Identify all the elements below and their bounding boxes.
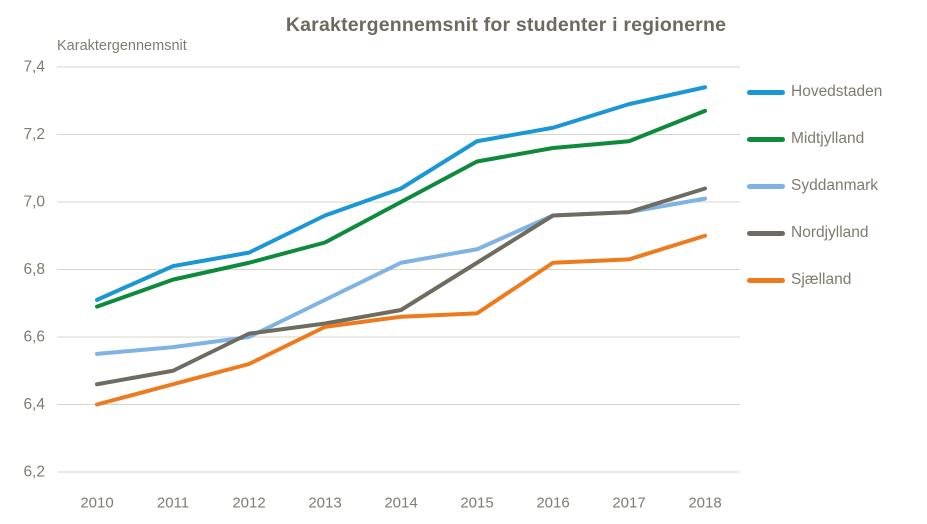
legend-swatch: [747, 277, 785, 283]
legend-swatch: [747, 89, 785, 95]
legend-swatch: [747, 136, 785, 142]
x-tick-label: 2012: [232, 495, 265, 512]
legend-label: Syddanmark: [791, 177, 879, 194]
y-tick-label: 7,0: [23, 194, 45, 211]
legend-item-syddanmark: Syddanmark: [747, 176, 878, 196]
legend-swatch: [747, 230, 785, 236]
x-tick-label: 2018: [688, 495, 721, 512]
series-line-midtjylland: [95, 108, 707, 309]
x-tick-label: 2015: [460, 495, 493, 512]
chart-title: Karaktergennemsnit for studenter i regio…: [285, 14, 727, 36]
x-tick-label: 2011: [157, 495, 189, 512]
legend-label: Nordjylland: [791, 224, 869, 241]
x-tick-label: 2017: [612, 495, 645, 512]
legend-label: Sjælland: [791, 271, 852, 288]
series-line-sjlland: [95, 233, 707, 407]
legend-item-hovedstaden: Hovedstaden: [747, 82, 882, 102]
legend-label: Midtjylland: [791, 130, 865, 147]
y-axis-title: Karaktergennemsnit: [57, 38, 187, 54]
y-tick-label: 6,4: [23, 396, 45, 413]
x-tick-label: 2010: [80, 495, 113, 512]
legend-swatch: [747, 183, 785, 189]
y-tick-label: 6,2: [23, 464, 45, 481]
x-tick-label: 2013: [308, 495, 341, 512]
y-tick-label: 7,2: [23, 126, 45, 143]
x-tick-label: 2014: [384, 495, 417, 512]
series-line-nordjylland: [95, 186, 707, 387]
legend-item-nordjylland: Nordjylland: [747, 223, 869, 243]
series-line-hovedstaden: [95, 85, 707, 302]
legend-item-sjlland: Sjælland: [747, 270, 851, 290]
y-tick-label: 6,8: [23, 261, 45, 278]
y-tick-label: 6,6: [23, 329, 45, 346]
legend-label: Hovedstaden: [791, 83, 883, 100]
x-tick-label: 2016: [536, 495, 569, 512]
legend-item-midtjylland: Midtjylland: [747, 129, 864, 149]
y-tick-label: 7,4: [23, 59, 45, 76]
